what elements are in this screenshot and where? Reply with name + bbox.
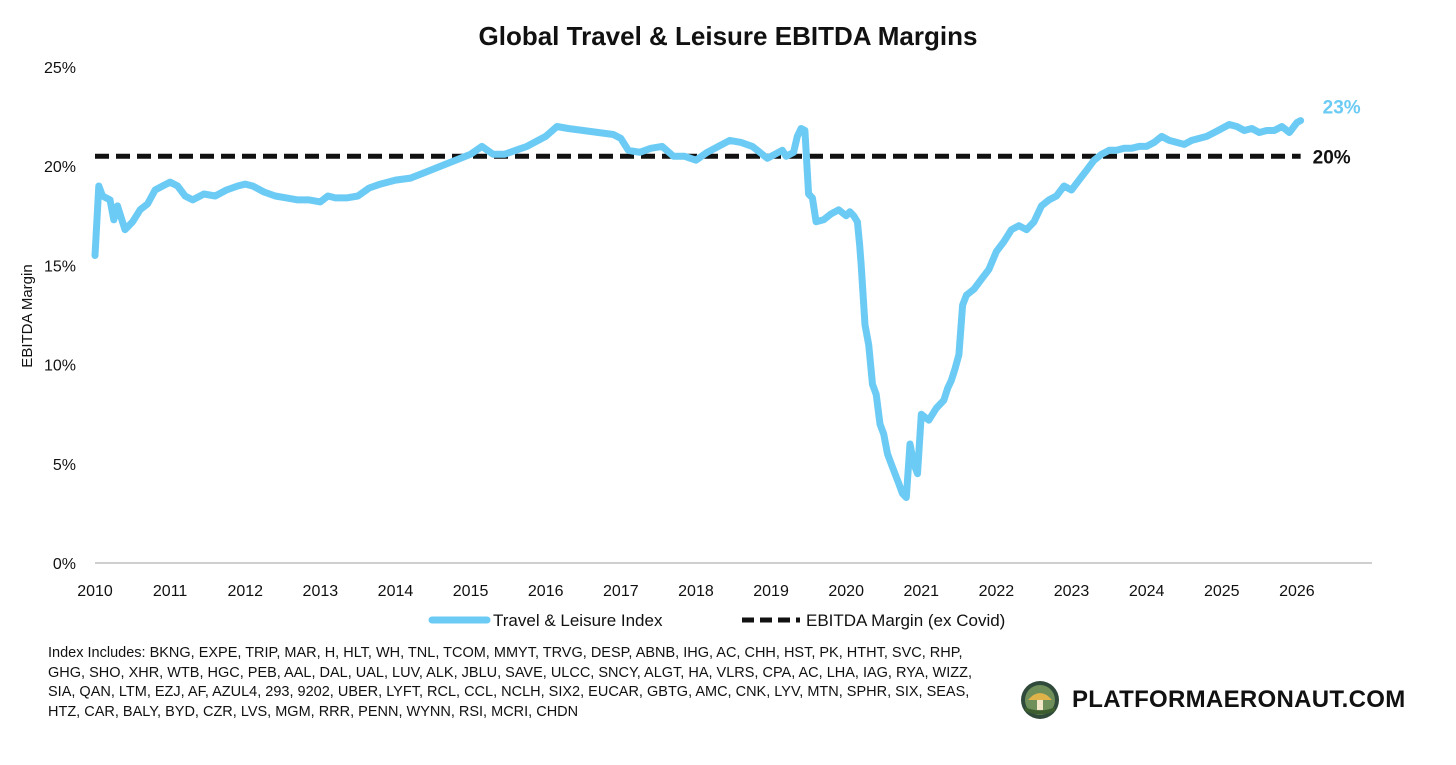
x-tick-label: 2013 <box>303 583 339 600</box>
y-tick-label: 0% <box>53 556 76 573</box>
x-tick-label: 2011 <box>153 583 188 600</box>
brand-name: PLATFORMAERONAUT.COM <box>1072 686 1406 713</box>
y-tick-label: 5% <box>53 457 76 474</box>
x-axis-ticks: 2010 2011 2012 2013 2014 2015 2016 2017 2018 2019… <box>77 583 1315 600</box>
legend: Travel & Leisure Index EBITDA Margin (ex… <box>428 611 1005 630</box>
x-tick-label: 2020 <box>828 583 864 600</box>
x-tick-label: 2015 <box>453 583 489 600</box>
chart-title: Global Travel & Leisure EBITDA Margins <box>479 21 978 51</box>
legend-label-index: Travel & Leisure Index <box>493 611 663 630</box>
x-tick-label: 2025 <box>1204 583 1240 600</box>
y-axis-ticks: 0% 5% 10% 15% 20% 25% <box>44 60 76 573</box>
x-tick-label: 2024 <box>1129 583 1165 600</box>
y-tick-label: 10% <box>44 358 76 375</box>
x-tick-label: 2016 <box>528 583 564 600</box>
index-constituents-note: Index Includes: BKNG, EXPE, TRIP, MAR, H… <box>48 645 972 720</box>
x-tick-label: 2012 <box>227 583 263 600</box>
travel-leisure-index-line <box>91 117 1305 501</box>
x-tick-label: 2017 <box>603 583 639 600</box>
baseline-end-label: 20% <box>1313 147 1351 168</box>
y-axis-label: EBITDA Margin <box>19 264 36 367</box>
x-tick-label: 2023 <box>1054 583 1090 600</box>
index-end-label: 23% <box>1323 98 1361 119</box>
x-tick-label: 2019 <box>753 583 789 600</box>
legend-label-baseline: EBITDA Margin (ex Covid) <box>806 611 1005 630</box>
x-tick-label: 2018 <box>678 583 714 600</box>
y-tick-label: 20% <box>44 159 76 176</box>
x-tick-label: 2026 <box>1279 583 1315 600</box>
brand: PLATFORMAERONAUT.COM <box>1020 680 1406 720</box>
y-tick-label: 25% <box>44 60 76 77</box>
mushroom-logo-icon <box>1021 681 1059 719</box>
x-tick-label: 2014 <box>378 583 414 600</box>
x-tick-label: 2010 <box>77 583 113 600</box>
x-tick-label: 2021 <box>903 583 939 600</box>
x-tick-label: 2022 <box>979 583 1015 600</box>
y-tick-label: 15% <box>44 258 76 275</box>
